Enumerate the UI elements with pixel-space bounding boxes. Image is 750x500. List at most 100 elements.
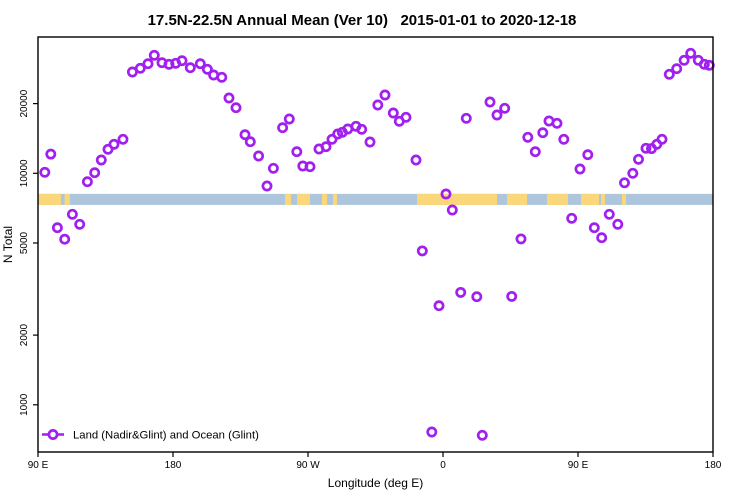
data-point bbox=[426, 426, 438, 438]
data-point bbox=[163, 58, 175, 70]
y-tick-label: 20000 bbox=[19, 89, 30, 117]
y-tick-label: 10000 bbox=[19, 159, 30, 187]
x-tick-label: 0 bbox=[440, 460, 446, 471]
data-point bbox=[223, 92, 235, 104]
data-point bbox=[551, 117, 563, 129]
data-point bbox=[491, 109, 503, 121]
data-point bbox=[379, 89, 391, 101]
data-point bbox=[59, 233, 71, 245]
x-tick-label: 180 bbox=[165, 460, 182, 471]
data-point bbox=[663, 68, 675, 80]
y-tick-label: 1000 bbox=[19, 393, 30, 416]
y-axis-title: N Total bbox=[1, 226, 15, 263]
data-point bbox=[364, 136, 376, 148]
data-point bbox=[455, 286, 467, 298]
data-point bbox=[698, 58, 710, 70]
plot-border bbox=[37, 36, 714, 453]
data-point bbox=[446, 204, 458, 216]
data-point bbox=[253, 150, 265, 162]
data-point bbox=[640, 142, 652, 154]
x-tick-label: 180 bbox=[705, 460, 722, 471]
data-point bbox=[633, 153, 644, 165]
data-point bbox=[320, 141, 332, 153]
data-point bbox=[484, 96, 496, 108]
data-point bbox=[537, 127, 549, 139]
map-band-land-segment bbox=[297, 193, 310, 205]
map-band-land-segment bbox=[321, 193, 328, 205]
map-band-land-segment bbox=[64, 193, 70, 205]
data-point bbox=[460, 112, 472, 124]
data-point bbox=[74, 218, 86, 230]
data-point bbox=[39, 166, 51, 178]
data-point bbox=[45, 148, 57, 160]
data-point bbox=[261, 180, 273, 192]
data-point bbox=[201, 63, 213, 75]
data-point bbox=[387, 107, 399, 119]
x-tick-label: 90 E bbox=[28, 460, 49, 471]
data-point bbox=[400, 111, 412, 123]
map-band-land-segment bbox=[285, 193, 292, 205]
data-point bbox=[66, 208, 78, 220]
data-point bbox=[678, 54, 690, 66]
data-point bbox=[603, 208, 615, 220]
data-point bbox=[588, 222, 600, 234]
data-point bbox=[95, 154, 107, 166]
map-band-land-segment bbox=[333, 193, 337, 205]
data-point bbox=[277, 122, 289, 134]
data-point bbox=[433, 300, 445, 312]
data-point bbox=[522, 131, 534, 143]
data-point bbox=[566, 212, 578, 224]
data-point bbox=[239, 129, 251, 141]
data-point bbox=[471, 291, 483, 303]
data-point bbox=[216, 71, 228, 83]
x-tick-label: 90 W bbox=[296, 460, 320, 471]
data-point bbox=[582, 149, 594, 161]
data-point bbox=[499, 102, 511, 114]
data-point bbox=[440, 188, 452, 200]
data-point bbox=[372, 99, 384, 111]
x-axis-title: Longitude (deg E) bbox=[328, 476, 423, 490]
chart-title: 17.5N-22.5N Annual Mean (Ver 10) 2015-01… bbox=[147, 12, 577, 29]
data-point bbox=[89, 167, 101, 179]
data-point bbox=[656, 133, 668, 145]
data-point bbox=[416, 245, 428, 257]
data-point bbox=[184, 62, 196, 74]
legend-marker-circle bbox=[47, 429, 59, 440]
map-band-land-segment bbox=[38, 193, 61, 205]
data-point bbox=[142, 58, 154, 70]
data-point bbox=[291, 146, 303, 158]
map-band-land-segment bbox=[507, 193, 527, 205]
data-point bbox=[410, 154, 422, 166]
map-band-land-segment bbox=[621, 193, 626, 205]
map-band-land-segment bbox=[600, 193, 605, 205]
data-point bbox=[108, 138, 120, 150]
data-point bbox=[506, 290, 518, 302]
data-point bbox=[685, 47, 697, 59]
data-point bbox=[356, 123, 368, 135]
x-tick-label: 90 E bbox=[568, 460, 589, 471]
map-band-land-segment bbox=[546, 193, 568, 205]
data-point bbox=[619, 177, 630, 189]
data-point bbox=[283, 113, 295, 125]
data-point bbox=[476, 429, 488, 441]
map-band-land-segment bbox=[417, 193, 497, 205]
data-point bbox=[148, 49, 160, 61]
data-point bbox=[515, 233, 527, 245]
map-band-ocean bbox=[38, 193, 713, 205]
y-tick-label: 2000 bbox=[19, 324, 30, 347]
data-point bbox=[612, 218, 624, 230]
data-point bbox=[51, 222, 63, 234]
data-point bbox=[326, 133, 338, 145]
data-point bbox=[627, 167, 639, 179]
data-point bbox=[558, 133, 570, 145]
data-point bbox=[267, 162, 279, 174]
data-point bbox=[574, 163, 586, 175]
y-tick-label: 5000 bbox=[19, 231, 30, 254]
map-band-land-segment bbox=[581, 193, 599, 205]
data-point bbox=[304, 161, 316, 173]
data-point bbox=[671, 63, 683, 75]
data-point bbox=[230, 102, 242, 114]
data-point bbox=[244, 136, 256, 148]
